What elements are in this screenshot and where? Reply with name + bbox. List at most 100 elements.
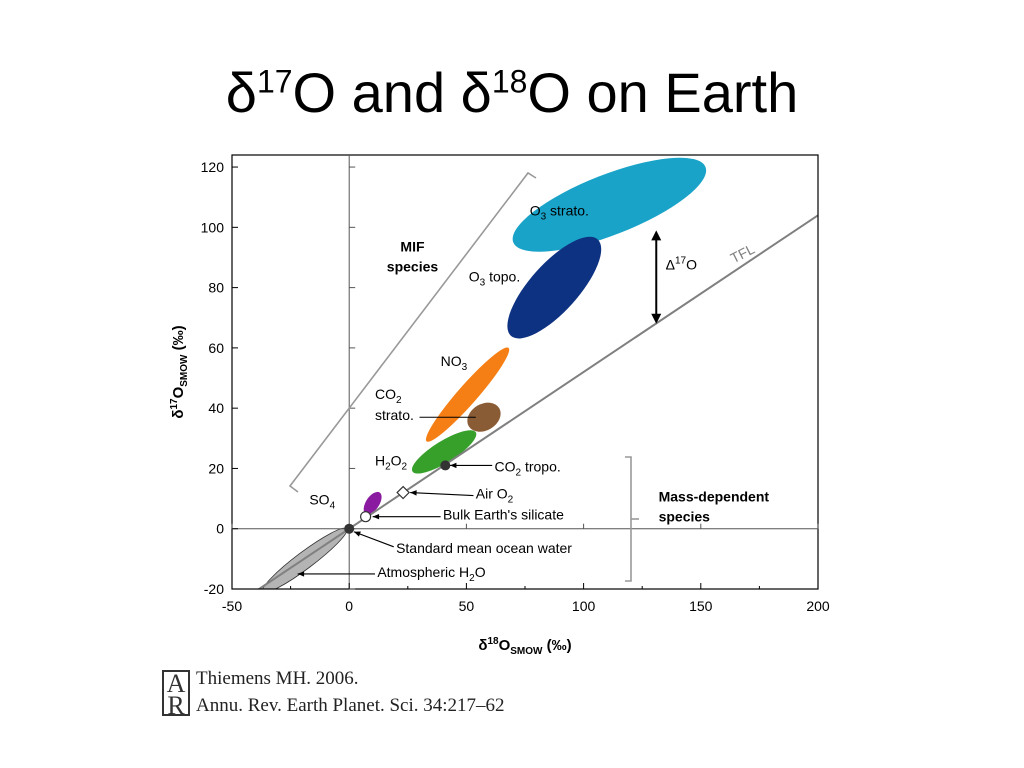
group-label-mif: MIF [400, 238, 425, 254]
region-atmospheric-h2o [261, 527, 348, 589]
logo-letter-r: R [167, 691, 185, 720]
group-label-massdep: species [659, 509, 711, 525]
label-o3strato: O3 strato. [530, 202, 589, 222]
x-tick-label: 0 [345, 598, 353, 614]
y-tick-label: 0 [216, 521, 224, 537]
citation-author: Thiemens MH. 2006. [196, 668, 359, 689]
label-part: H [375, 452, 385, 468]
leader-smow-head [353, 531, 361, 537]
y-tick-label: 80 [208, 280, 224, 296]
y-axis-title-part: 17 [169, 398, 180, 410]
y-tick-label: 40 [208, 400, 224, 416]
label-part: Air O [476, 486, 508, 502]
leader-atm-h2o-head [297, 571, 305, 577]
label-part: 4 [330, 501, 336, 512]
label-part: 2 [396, 395, 402, 406]
region-so4 [363, 491, 382, 515]
citation: A R Thiemens MH. 2006. Annu. Rev. Earth … [162, 668, 582, 720]
label-co2strato2: strato. [375, 407, 414, 423]
x-axis-title: δ18OSMOW (‰) [478, 636, 571, 657]
point-bulk-earth-s-silicate [360, 511, 372, 523]
label-part: 3 [480, 278, 486, 289]
x-tick-label: 150 [689, 598, 713, 614]
chart-regions [261, 157, 707, 589]
label-bulk: Bulk Earth's silicate [443, 507, 564, 523]
title-delta: δ [225, 61, 257, 124]
delta17o-arrow-head-bottom [651, 313, 662, 324]
group-label-massdep: Mass-dependent [659, 489, 770, 505]
y-tick-label: 100 [201, 219, 225, 235]
label-part: 2 [469, 573, 475, 584]
title-sup-18: 18 [491, 63, 528, 100]
x-axis-title-part: SMOW [510, 646, 543, 657]
y-axis-title-part: O [170, 386, 187, 398]
label-smow: Standard mean ocean water [396, 540, 572, 556]
leader-smow [353, 531, 394, 548]
label-part: Bulk Earth's silicate [443, 507, 564, 523]
label-d17o: Δ17O [666, 256, 697, 273]
label-o3topo: O3 topo. [469, 269, 520, 289]
region-o3-topo [507, 236, 602, 339]
label-h2o2: H2O2 [375, 452, 408, 472]
label-co2tropo: CO2 tropo. [495, 458, 561, 478]
label-part: TFL [728, 241, 758, 267]
y-tick-label: 120 [201, 159, 225, 175]
label-part: Δ [666, 257, 675, 273]
label-part: O [530, 202, 541, 218]
annual-reviews-logo: A R [162, 669, 190, 720]
citation-journal: Annu. Rev. Earth Planet. Sci. 34:217–62 [196, 695, 505, 716]
leader-bulk-earth-head [372, 513, 380, 520]
mif-bracket [288, 171, 537, 493]
x-axis-title-part: (‰) [542, 637, 571, 654]
y-axis-title-part: δ [170, 410, 187, 419]
label-atmh2o: Atmospheric H2O [377, 564, 485, 584]
label-tfl: TFL [728, 241, 758, 267]
label-part: CO [495, 458, 516, 474]
label-part: tropo. [521, 458, 561, 474]
x-axis-title-part: 18 [487, 636, 499, 647]
label-part: 2 [508, 495, 514, 506]
leader-air-o2 [410, 492, 474, 497]
y-tick-label: 60 [208, 340, 224, 356]
region-h2o2 [411, 430, 477, 474]
slide-title: δ17O and δ18O on Earth [0, 58, 1024, 128]
y-tick-label: 20 [208, 460, 224, 476]
y-axis-title-part: (‰) [170, 325, 187, 354]
chart-annotations [288, 171, 662, 582]
group-label-mif: species [387, 258, 439, 274]
y-axis-title-part: SMOW [179, 354, 190, 387]
x-axis-title-part: δ [478, 637, 487, 654]
region-co2-strato [467, 402, 501, 432]
label-part: CO [375, 386, 396, 402]
x-tick-label: 50 [459, 598, 475, 614]
label-so4: SO4 [309, 492, 335, 512]
label-part: O [686, 257, 697, 273]
label-co2strato1: CO2 [375, 386, 402, 406]
label-no3: NO3 [441, 353, 468, 373]
label-part: 2 [516, 467, 522, 478]
mass-dependent-bracket [625, 456, 632, 582]
point-standard-mean-ocean-water [344, 523, 355, 534]
title-tail: O on Earth [527, 61, 799, 124]
y-axis-title: δ17OSMOW (‰) [169, 325, 190, 418]
label-airo2: Air O2 [476, 486, 514, 506]
y-tick-label: -20 [204, 581, 224, 597]
line-tfl [257, 214, 818, 589]
chart-points [344, 460, 451, 534]
label-part: NO [441, 353, 462, 369]
delta17o-arrow-head-top [651, 230, 662, 241]
point-air-o2 [396, 485, 410, 500]
chart-lines [257, 214, 818, 589]
label-part: O [391, 452, 402, 468]
label-part: strato. [375, 407, 414, 423]
label-part: 2 [385, 461, 391, 472]
point-co2-tropo [440, 460, 451, 471]
label-part: Atmospheric H [377, 564, 469, 580]
logo-letter-a: A [166, 669, 186, 698]
x-axis-title-part: O [499, 637, 511, 654]
label-part: SO [309, 492, 329, 508]
region-no3 [425, 347, 510, 442]
leader-co2-tropo-head [449, 462, 457, 469]
label-part: O [469, 269, 480, 285]
label-part: 3 [541, 211, 547, 222]
